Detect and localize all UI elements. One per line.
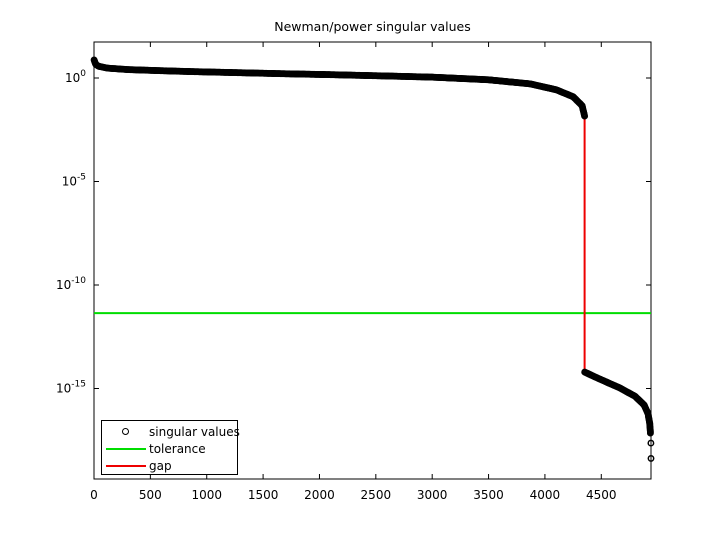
legend-item-gap: gap: [102, 457, 237, 474]
circle-marker-icon: [122, 428, 129, 435]
legend-label-gap: gap: [149, 458, 172, 473]
singular-value-point: [581, 112, 589, 120]
singular-values-series-1: [581, 368, 654, 437]
x-tick-label: 0: [90, 488, 98, 502]
singular-values-series-2: [647, 439, 655, 462]
legend-marker-cell: [102, 428, 149, 435]
gap-line-swatch: [105, 464, 146, 467]
x-tick-label: 1000: [191, 488, 222, 502]
y-tick-label: 100: [65, 69, 86, 85]
singular-value-point: [647, 454, 655, 462]
y-tick-label: 10-5: [62, 173, 86, 189]
y-tick-label: 10-15: [56, 380, 86, 396]
legend-item-singular-values: singular values: [102, 423, 240, 440]
x-tick-label: 3500: [473, 488, 504, 502]
x-tick-label: 1500: [248, 488, 279, 502]
x-tick-label: 500: [139, 488, 162, 502]
tolerance-line-swatch: [105, 447, 146, 450]
x-tick-label: 4000: [530, 488, 561, 502]
x-tick-label: 3000: [417, 488, 448, 502]
legend-label-tolerance: tolerance: [149, 441, 206, 456]
legend-item-tolerance: tolerance: [102, 440, 237, 457]
x-tick-label: 4500: [586, 488, 617, 502]
legend: singular values tolerance gap: [101, 420, 240, 475]
legend-marker-cell: [102, 447, 149, 450]
x-tick-label: 2000: [304, 488, 335, 502]
x-tick-label: 2500: [361, 488, 392, 502]
singular-value-point: [647, 439, 655, 447]
legend-marker-cell: [102, 464, 149, 467]
singular-value-point: [646, 429, 654, 437]
y-tick-label: 10-10: [56, 276, 86, 292]
singular-values-series-0: [90, 56, 589, 120]
legend-label-singular-values: singular values: [149, 424, 240, 439]
chart-title: Newman/power singular values: [274, 19, 471, 34]
plot-box: [93, 41, 652, 480]
